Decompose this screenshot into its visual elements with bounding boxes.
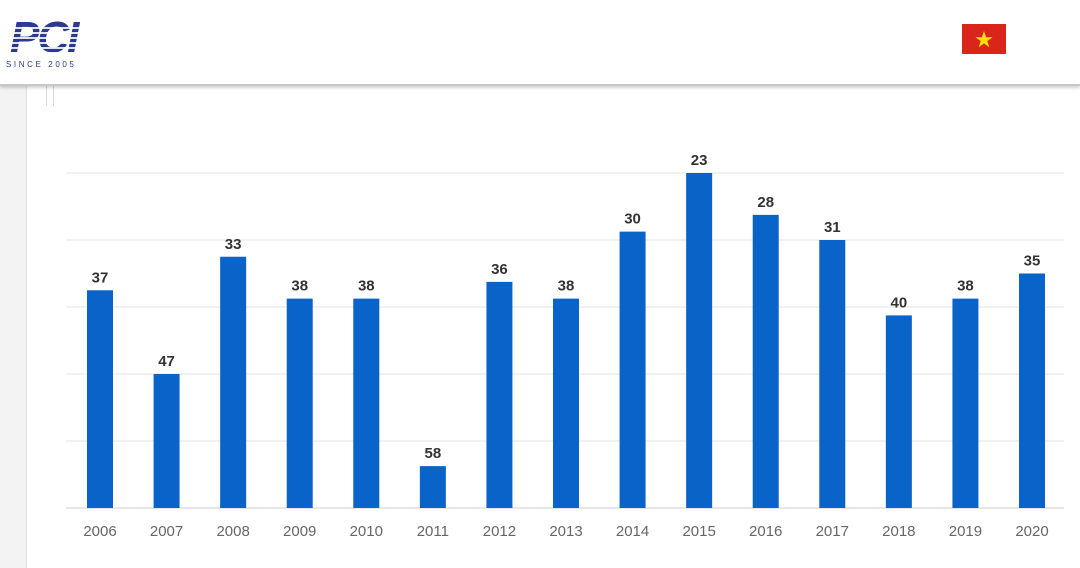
data-label-2016: 28 — [757, 194, 774, 211]
bar-2017[interactable] — [819, 240, 846, 508]
data-label-2011: 58 — [425, 445, 442, 462]
data-label-2020: 35 — [1024, 253, 1041, 270]
data-label-2018: 40 — [891, 294, 908, 311]
x-tick-2013: 2013 — [549, 523, 582, 540]
bar-2012[interactable] — [486, 281, 513, 508]
bar-2011[interactable] — [419, 466, 446, 508]
x-tick-2015: 2015 — [682, 523, 715, 540]
x-tick-2010: 2010 — [350, 523, 383, 540]
x-tick-2008: 2008 — [216, 523, 249, 540]
data-label-2014: 30 — [624, 211, 641, 228]
bar-2019[interactable] — [952, 298, 979, 508]
data-label-2012: 36 — [491, 261, 508, 278]
bar-2006[interactable] — [87, 290, 113, 508]
data-label-2008: 33 — [225, 236, 242, 253]
bar-2010[interactable] — [353, 298, 380, 508]
bar-2015[interactable] — [686, 173, 713, 508]
bar-2018[interactable] — [885, 315, 912, 508]
x-tick-2020: 2020 — [1015, 523, 1048, 540]
bar-2013[interactable] — [553, 298, 579, 508]
bar-2016[interactable] — [752, 214, 779, 508]
logo-wordmark: PCI — [10, 13, 79, 62]
bar-2007[interactable] — [153, 374, 180, 508]
bar-2020[interactable] — [1019, 273, 1045, 509]
data-label-2017: 31 — [824, 219, 841, 236]
data-label-2013: 38 — [558, 278, 575, 295]
logo-tagline: SINCE 2005 — [6, 60, 77, 69]
x-tick-2009: 2009 — [283, 523, 316, 540]
data-label-2010: 38 — [358, 278, 375, 295]
x-tick-2011: 2011 — [417, 523, 449, 540]
page-body: 37 2006 47 2007 33 2008 38 2009 38 2010 58 2011 36 20… — [0, 86, 1080, 568]
x-tick-2018: 2018 — [882, 523, 915, 540]
x-tick-2007: 2007 — [150, 523, 183, 540]
bar-chart: 37 2006 47 2007 33 2008 38 2009 38 2010 58 2011 36 20… — [66, 152, 1064, 540]
x-tick-2017: 2017 — [816, 523, 849, 540]
site-header: PCI SINCE 2005 — [0, 0, 1080, 86]
data-label-2006: 37 — [92, 269, 109, 286]
x-tick-2019: 2019 — [949, 523, 982, 540]
pci-logo[interactable]: PCI SINCE 2005 — [4, 16, 104, 72]
x-tick-2016: 2016 — [749, 523, 782, 540]
bar-2009[interactable] — [286, 298, 313, 508]
bar-2008[interactable] — [220, 256, 247, 508]
data-label-2015: 23 — [691, 152, 708, 169]
vietnam-flag-icon[interactable] — [962, 24, 1006, 54]
bar-2014[interactable] — [619, 231, 646, 508]
data-label-2007: 47 — [158, 353, 175, 370]
x-tick-2014: 2014 — [616, 523, 649, 540]
x-tick-2012: 2012 — [483, 523, 516, 540]
card-edge — [46, 86, 54, 106]
data-label-2019: 38 — [957, 278, 974, 295]
data-label-2009: 38 — [291, 278, 308, 295]
x-tick-2006: 2006 — [83, 523, 116, 540]
